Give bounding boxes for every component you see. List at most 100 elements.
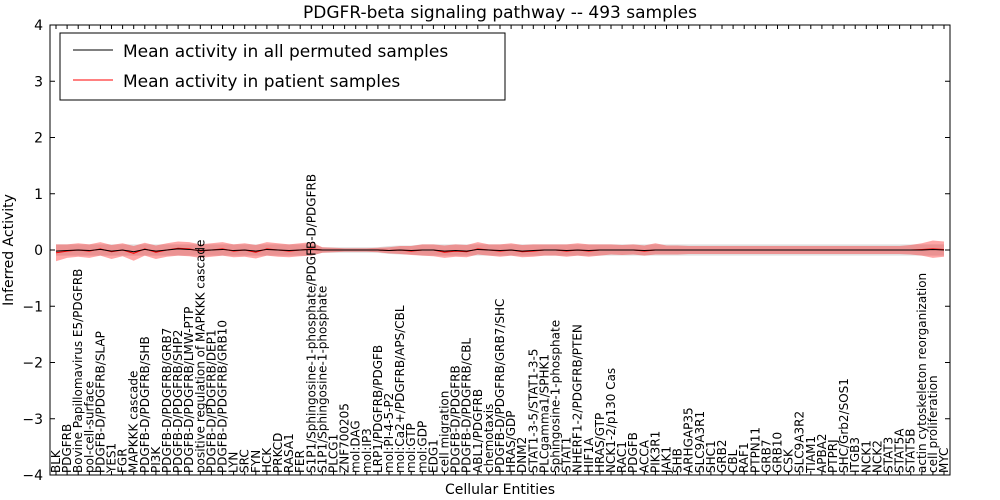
x-category-label: ITGB3 xyxy=(848,437,862,473)
x-category-label: LYN xyxy=(227,452,241,473)
x-category-label: S1P1/Sphingosine-1-phosphate xyxy=(315,286,329,473)
legend-label-patient: Mean activity in patient samples xyxy=(123,72,400,92)
x-category-label: mol:PI-4-5-P2 xyxy=(382,393,396,473)
y-tick-label: 2 xyxy=(34,131,43,147)
y-axis-label: Inferred Activity xyxy=(1,194,17,306)
x-category-label: STAT3 xyxy=(882,437,896,473)
x-category-label: STAT1 xyxy=(560,437,574,473)
x-category-label: PDGFB-D/PDGFRB/SLAP xyxy=(93,331,107,473)
x-category-label: PDGFB-D/PDGFRB/LMW-PTP xyxy=(182,307,196,473)
y-axis: −4 −3 −2 −1 0 1 2 3 4 xyxy=(22,18,950,484)
x-axis-label: Cellular Entities xyxy=(445,482,555,498)
x-category-label: FGR xyxy=(116,448,130,473)
x-category-label: ACCA xyxy=(637,439,651,473)
x-category-label: chemotaxis xyxy=(482,404,496,473)
x-category-label: mol:Ca2+/PDGFRB/APS/CBL xyxy=(393,305,407,473)
x-category-label: RAC1 xyxy=(615,441,629,473)
x-category-label: DNM2 xyxy=(515,437,529,473)
x-category-label: PDGFRB xyxy=(60,424,74,473)
x-category-label: HIF1A xyxy=(582,437,596,473)
x-category-label: SLC9A3R2 xyxy=(793,411,807,473)
x-category-label: HCK xyxy=(260,447,274,473)
series-lines xyxy=(55,247,945,254)
x-category-label: NHERF1-2/PDGFRB/PTEN xyxy=(571,324,585,473)
x-category-label: GRB2 xyxy=(715,439,729,473)
x-category-label: HRAS/GTP xyxy=(593,413,607,473)
y-tick-label: 0 xyxy=(34,243,43,259)
x-category-label: NCK1-2/p130 Cas xyxy=(604,368,618,473)
x-category-label: S1P1/Sphingosine-1-phosphate/PDGFB-D/PDG… xyxy=(304,174,318,473)
x-category-label: EDG1 xyxy=(426,439,440,473)
x-category-label: mol:IP3 xyxy=(360,428,374,473)
x-axis-ticks xyxy=(55,25,945,475)
x-category-label: RAF1 xyxy=(737,442,751,473)
x-category-label: NCK1 xyxy=(859,440,873,473)
x-category-label: RASA1 xyxy=(282,433,296,473)
x-category-label: PDGFB-D/PDGFRB/GRB10 xyxy=(216,320,230,473)
x-category-label: PDGFB-D/PDGFRB/SHB xyxy=(138,336,152,473)
x-category-label: FER xyxy=(293,450,307,473)
x-category-label: mol:GTP xyxy=(404,423,418,473)
legend-box xyxy=(59,32,506,101)
x-category-label: SHB xyxy=(671,448,685,473)
x-category-label: ABL1/PDGFRB xyxy=(471,389,485,473)
y-tick-label: −4 xyxy=(22,468,43,484)
legend: Mean activity in all permuted samples Me… xyxy=(59,32,506,101)
band-permuted xyxy=(56,244,944,256)
x-category-label: SLC9A3R1 xyxy=(693,411,707,473)
x-category-label: GRB10 xyxy=(771,432,785,473)
x-category-label: cell proliferation xyxy=(926,375,940,473)
y-tick-label: 4 xyxy=(34,18,43,34)
x-category-label: Bovine Papillomavirus E5/PDGFRB xyxy=(71,269,85,473)
x-category-label: CSK xyxy=(782,448,796,473)
x-category-label: PDGFB-D/PDGFRB/SHP2 xyxy=(171,330,185,473)
x-category-label: Sphingosine-1-phosphate xyxy=(549,320,563,473)
x-category-label: STAT1-3-5/STAT1-3-5 xyxy=(526,349,540,473)
x-category-label: cell migration xyxy=(438,391,452,473)
x-category-label: JAK1 xyxy=(660,446,674,474)
x-category-label: PTPN11 xyxy=(748,427,762,473)
x-category-label: pol-cell-surface xyxy=(82,381,96,473)
legend-label-permuted: Mean activity in all permuted samples xyxy=(123,42,448,62)
x-category-label: NCK2 xyxy=(870,440,884,473)
x-category-label: TIAM1 xyxy=(804,436,818,474)
x-category-label: STAT5A xyxy=(893,428,907,473)
x-category-label: PRKCD xyxy=(271,433,285,473)
x-category-label: MAPKKK cascade xyxy=(127,371,141,473)
x-category-label: PDGFB-D/PDGFRB/CBL xyxy=(460,338,474,473)
x-category-label: MYC xyxy=(937,448,951,473)
x-category-label: PLCG1 xyxy=(327,434,341,473)
x-category-label: ZNF700205 xyxy=(338,403,352,473)
y-tick-label: 1 xyxy=(34,187,43,203)
x-category-label: APBA2 xyxy=(815,433,829,473)
x-category-label: PDGFB xyxy=(626,432,640,473)
y-tick-label: −1 xyxy=(22,299,43,315)
x-category-label: BLK xyxy=(49,449,63,473)
x-category-label: SRC xyxy=(238,449,252,473)
x-category-label: YES1 xyxy=(105,443,119,474)
y-tick-label: 3 xyxy=(34,74,43,90)
x-category-label: CBL xyxy=(726,449,740,473)
x-category-label: PDGFB-D/PDGFRB/DEP1 xyxy=(204,329,218,473)
x-category-label: mol:GDP xyxy=(415,421,429,473)
line-permuted-mean xyxy=(55,248,945,253)
x-category-label: positive regulation of MAPKKK cascade xyxy=(193,240,207,473)
y-tick-label: −2 xyxy=(22,356,43,372)
x-category-label: PDGFB-D/PDGFRB/GRB7/SHC xyxy=(493,299,507,473)
x-category-label: FYN xyxy=(249,450,263,473)
x-category-label: actin cytoskeleton reorganization xyxy=(915,273,929,473)
x-category-label: PI3K xyxy=(149,446,163,473)
x-category-label: HRAS/GDP xyxy=(504,410,518,473)
x-category-label: PTPRJ xyxy=(826,439,840,473)
y-tick-label: −3 xyxy=(22,412,43,428)
x-category-label: ARHGAP35 xyxy=(682,407,696,473)
x-category-label: PLCgamma1/SPHK1 xyxy=(537,354,551,473)
x-category-label: SHC1 xyxy=(704,440,718,473)
x-category-label: SHC/Grb2/SOS1 xyxy=(837,378,851,473)
x-category-label: STAT5B xyxy=(904,429,918,474)
x-category-label: LRP1/PDGFRB/PDGFB xyxy=(371,345,385,473)
x-category-label: PDGFB-D/PDGFRB/GRB7 xyxy=(160,328,174,473)
x-category-label: PIK3R1 xyxy=(648,431,662,473)
